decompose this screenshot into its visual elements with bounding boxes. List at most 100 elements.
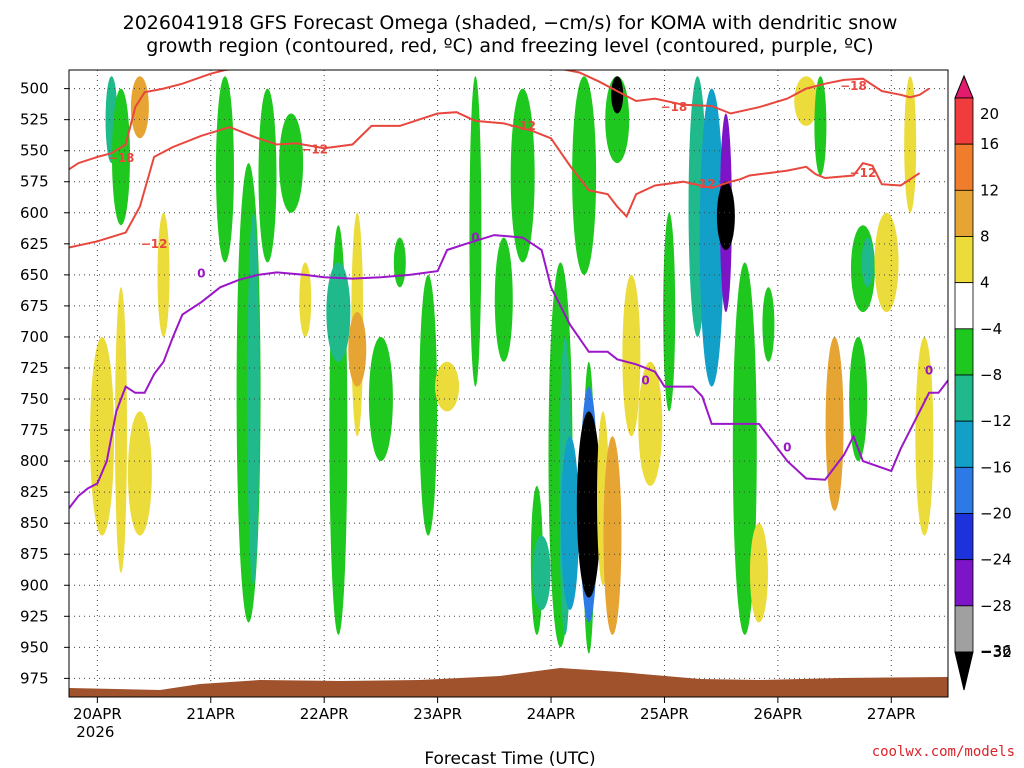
y-tick-label-600: 600 xyxy=(20,204,49,222)
omega-shade-46 xyxy=(749,523,768,623)
x-tick-label-7: 27APR xyxy=(867,705,916,723)
contour-label-1-3: −12 xyxy=(689,177,716,191)
x-tick-label-6: 26APR xyxy=(753,705,802,723)
colorbar-swatch-1 xyxy=(954,97,974,145)
omega-shade-25 xyxy=(532,535,551,611)
credit-text: coolwx.com/models xyxy=(872,744,1015,760)
colorbar-label-2: 12 xyxy=(980,181,999,199)
y-tick-label-800: 800 xyxy=(20,452,49,470)
colorbar-label-0: 20 xyxy=(980,105,999,123)
omega-shade-9 xyxy=(247,212,260,586)
omega-shade-35 xyxy=(605,76,630,164)
colorbar-swatch-8 xyxy=(954,420,974,468)
omega-shade-38 xyxy=(638,361,663,486)
omega-shade-48 xyxy=(814,76,827,176)
colorbar-label-12: −32 xyxy=(980,643,1012,661)
y-axis: 500 525 550 575 600 625 650 675 700 725 750 775 800 8… xyxy=(20,80,69,687)
omega-shade-20 xyxy=(435,361,460,412)
colorbar-legend: 20 16 12 8 4 −4 −8 −12 −16 −20 −24 −28 −32−36 xyxy=(954,74,1012,691)
omega-shade-45 xyxy=(762,287,775,362)
contour-label-1-0: −12 xyxy=(141,237,168,251)
x-tick-label-1: 21APR xyxy=(186,705,235,723)
y-tick-label-825: 825 xyxy=(20,483,49,501)
y-tick-label-925: 925 xyxy=(20,607,49,625)
contour-label-1-4: −12 xyxy=(850,166,877,180)
contour-line-0 xyxy=(69,70,235,171)
y-tick-label-500: 500 xyxy=(20,80,49,98)
chart-title-line1: 2026041918 GFS Forecast Omega (shaded, −… xyxy=(123,12,898,34)
omega-shade-23 xyxy=(510,88,535,263)
colorbar-label-7: −12 xyxy=(980,412,1012,430)
chart-title-line2: growth region (contoured, red, ºC) and f… xyxy=(146,35,873,57)
omega-shade-7 xyxy=(215,76,234,263)
colorbar-label-10: −24 xyxy=(980,551,1012,569)
omega-shade-54 xyxy=(904,76,917,213)
y-tick-label-525: 525 xyxy=(20,111,49,129)
y-tick-label-700: 700 xyxy=(20,328,49,346)
omega-shade-18 xyxy=(393,237,406,288)
omega-shade-1 xyxy=(111,88,130,226)
contour-label-3-1: 0 xyxy=(471,231,479,245)
plot-frame xyxy=(68,69,949,698)
colorbar-label-1: 16 xyxy=(980,135,999,153)
omega-shade-37 xyxy=(622,274,641,437)
colorbar-swatch-3 xyxy=(954,189,974,237)
contour-line-2 xyxy=(561,70,930,115)
contour-label-1-1: −12 xyxy=(301,142,328,156)
omega-shade-49 xyxy=(825,336,844,511)
omega-shade-11 xyxy=(279,113,304,213)
colorbar-label-6: −8 xyxy=(980,366,1002,384)
omega-shade-6 xyxy=(157,212,170,337)
omega-shade-2 xyxy=(90,336,115,536)
omega-shade-22 xyxy=(494,237,513,362)
x-tick-label-2: 22APR xyxy=(300,705,349,723)
contour-label-3-4: 0 xyxy=(925,363,933,377)
omega-shade-44 xyxy=(732,262,757,635)
colorbar-label-11: −28 xyxy=(980,597,1012,615)
colorbar-swatch-10 xyxy=(954,513,974,561)
y-tick-label-950: 950 xyxy=(20,638,49,656)
y-tick-label-675: 675 xyxy=(20,297,49,315)
omega-shade-4 xyxy=(130,76,149,139)
colorbar-label-4: 4 xyxy=(980,274,990,292)
contour-layer: −18 −12 −12 −12 −12 −12 −18 −18 0 0 0 0 0 xyxy=(69,70,948,509)
contour-label-2-1: −18 xyxy=(840,79,867,93)
contour-line-1 xyxy=(69,111,921,249)
contour-label-2-0: −18 xyxy=(661,100,688,114)
omega-shade-16 xyxy=(348,312,367,387)
x-tick-label-3: 23APR xyxy=(413,705,462,723)
x-tick-label-0: 20APR xyxy=(73,705,122,723)
plot-area xyxy=(69,70,948,697)
x-tick-label-5: 25APR xyxy=(640,705,689,723)
omega-shade-36 xyxy=(611,76,624,114)
contour-label-3-2: 0 xyxy=(641,373,649,387)
colorbar-label-5: −4 xyxy=(980,320,1002,338)
colorbar-label-8: −16 xyxy=(980,458,1012,476)
omega-shade-3 xyxy=(114,287,127,573)
colorbar-swatch-2 xyxy=(954,143,974,191)
omega-shade-21 xyxy=(469,76,482,387)
contour-line-3 xyxy=(69,234,948,509)
omega-shade-41 xyxy=(699,88,724,387)
y-tick-label-775: 775 xyxy=(20,421,49,439)
colorbar-arrow-bottom xyxy=(954,651,974,691)
y-tick-label-725: 725 xyxy=(20,359,49,377)
omega-shade-43 xyxy=(716,181,735,251)
omega-shade-47 xyxy=(794,76,819,126)
y-tick-label-975: 975 xyxy=(20,669,49,687)
colorbar-label-3: 8 xyxy=(980,228,990,246)
omega-shade-34 xyxy=(603,436,622,635)
colorbar-arrow-top xyxy=(954,74,974,99)
colorbar-swatch-4 xyxy=(954,236,974,284)
omega-shade-12 xyxy=(299,262,312,337)
y-tick-label-625: 625 xyxy=(20,235,49,253)
x-axis-title: Forecast Time (UTC) xyxy=(424,749,595,768)
omega-shade-32 xyxy=(576,411,601,598)
colorbar-swatch-6 xyxy=(954,328,974,376)
y-tick-label-900: 900 xyxy=(20,576,49,594)
colorbar-swatch-7 xyxy=(954,374,974,422)
omega-shade-53 xyxy=(874,212,899,313)
terrain-ground xyxy=(69,668,948,697)
x-tick-label-4: 24APR xyxy=(527,705,576,723)
